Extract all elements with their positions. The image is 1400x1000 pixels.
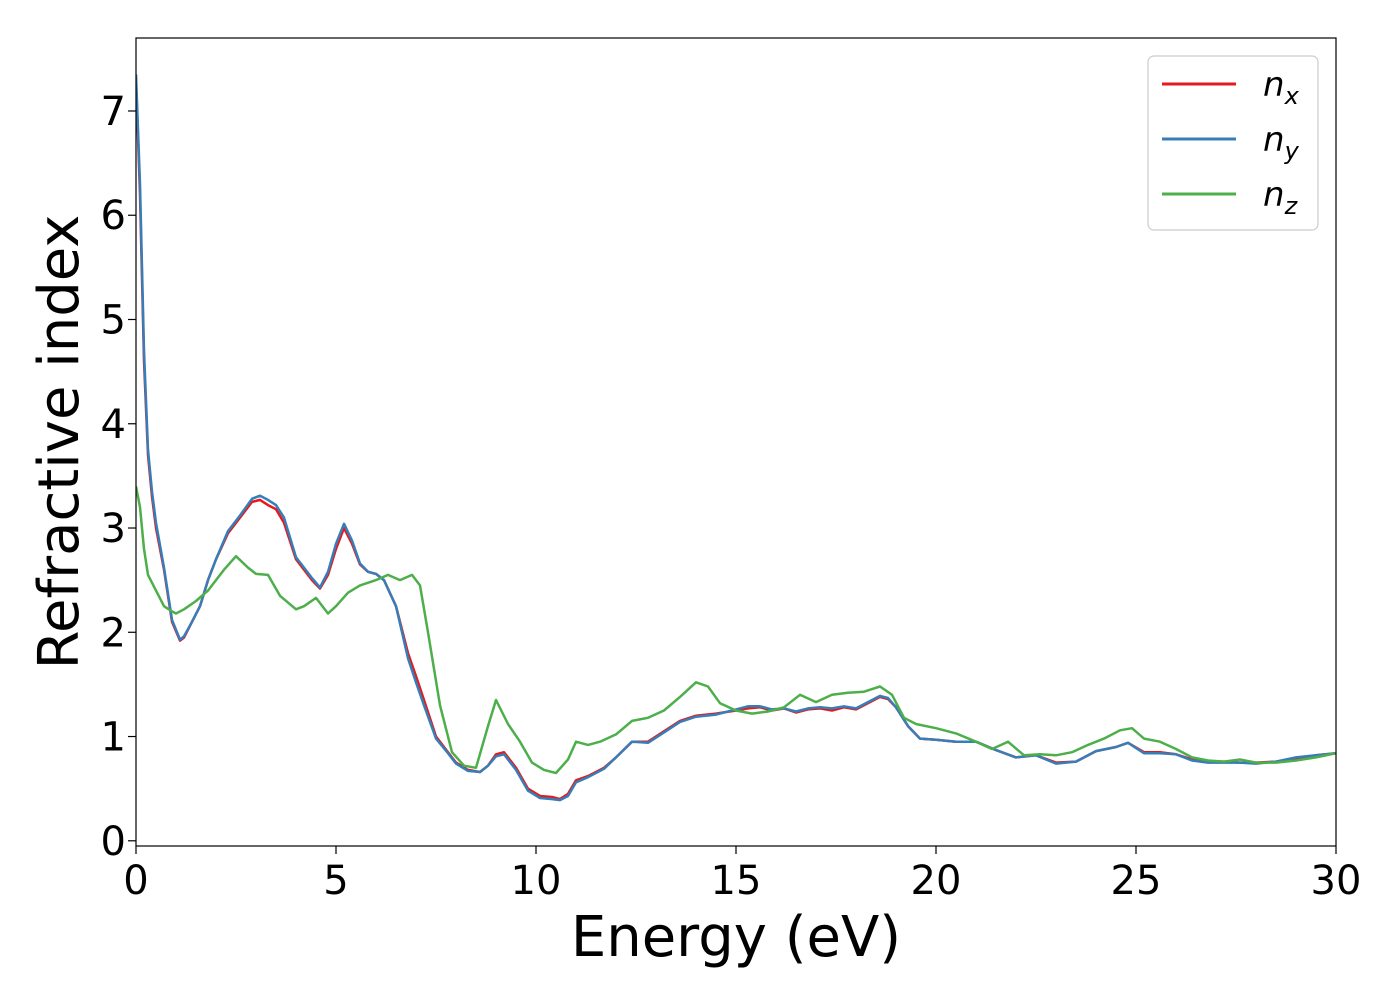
y-tick-label: 3 [101,506,126,552]
x-tick-label: 20 [911,858,962,904]
x-tick-label: 30 [1311,858,1362,904]
y-tick-label: 5 [101,297,126,343]
y-tick-label: 1 [101,715,126,761]
legend-box [1147,55,1319,231]
y-tick-label: 4 [101,402,126,448]
legend-label-nx: nx [1263,65,1300,110]
x-tick-label: 5 [323,858,348,904]
y-tick-label: 7 [101,89,126,135]
axis-ticks: 0 5 10 15 20 25 30 0 1 2 3 4 5 6 7 [101,89,1362,904]
legend-label-nz: nz [1263,175,1299,220]
legend-label-ny: ny [1263,120,1300,165]
x-tick-label: 15 [711,858,762,904]
y-tick-label: 0 [101,819,126,865]
y-tick-label: 6 [101,193,126,239]
series-line-nz [136,486,1336,775]
legend: nx ny nz [1147,55,1319,231]
plot-area [136,74,1336,802]
x-tick-label: 10 [511,858,562,904]
x-tick-label: 0 [123,858,148,904]
x-tick-label: 25 [1111,858,1162,904]
series-line-ny [136,74,1336,802]
plot-frame [135,37,1337,847]
y-axis-title: Refractive index [27,215,92,670]
y-tick-label: 2 [101,610,126,656]
x-axis-title: Energy (eV) [571,905,901,970]
